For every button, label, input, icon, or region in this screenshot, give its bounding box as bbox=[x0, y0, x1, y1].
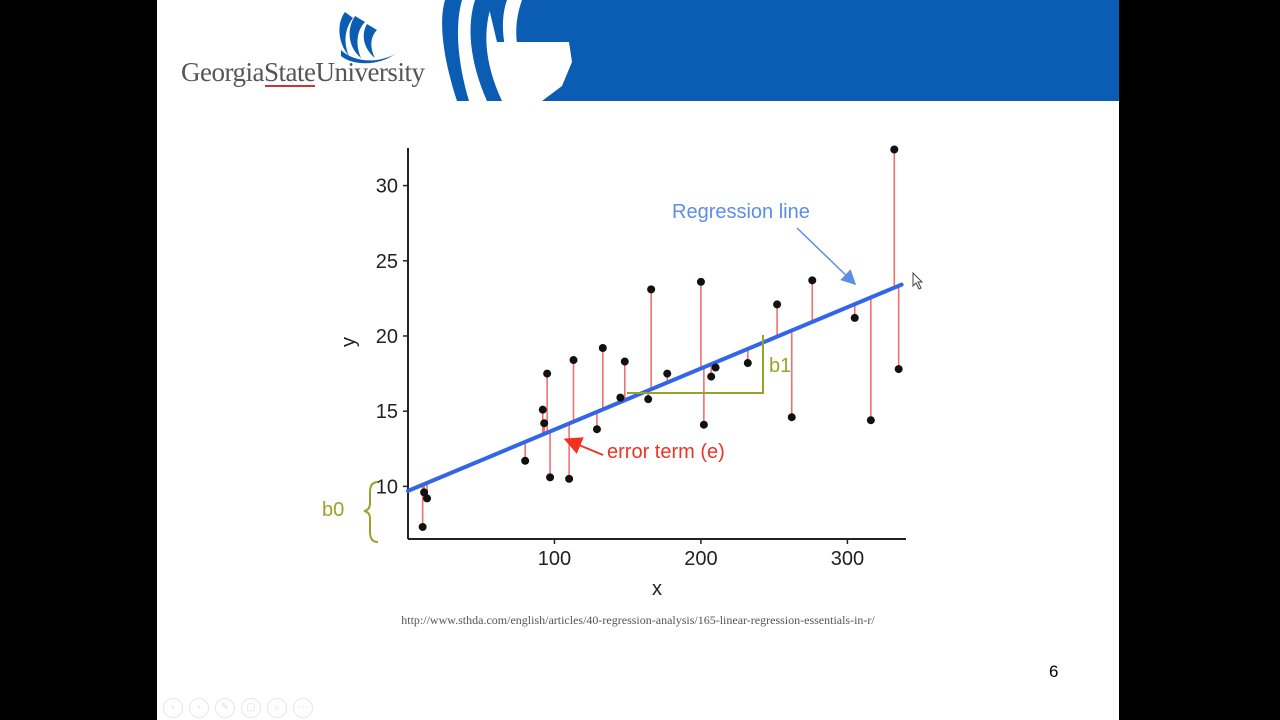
data-point bbox=[570, 356, 578, 364]
data-point bbox=[788, 413, 796, 421]
data-point bbox=[521, 457, 529, 465]
data-point bbox=[697, 278, 705, 286]
y-tick-label: 30 bbox=[376, 176, 398, 198]
slide-number: 6 bbox=[1049, 662, 1058, 682]
y-tick-label: 20 bbox=[376, 326, 398, 348]
more-options-icon[interactable]: ⋯ bbox=[293, 698, 313, 718]
data-point bbox=[808, 276, 816, 284]
data-point bbox=[700, 421, 708, 429]
data-point bbox=[593, 425, 601, 433]
slideshow-toolbar: ‹ › ✎ ▢ ⌕ ⋯ bbox=[163, 698, 313, 718]
data-point bbox=[599, 344, 607, 352]
data-point bbox=[744, 359, 752, 367]
x-tick-label: 100 bbox=[538, 548, 571, 570]
y-tick-label: 25 bbox=[376, 251, 398, 273]
mouse-cursor-icon bbox=[912, 272, 924, 290]
data-point bbox=[565, 475, 573, 483]
x-axis-label: x bbox=[652, 578, 662, 600]
y-tick-label: 10 bbox=[376, 476, 398, 498]
data-point bbox=[543, 370, 551, 378]
regression-arrow bbox=[797, 228, 854, 283]
slide: GeorgiaStateUniversity 100 200 300 10 15 20 25… bbox=[157, 0, 1119, 720]
data-point bbox=[890, 146, 898, 154]
error-arrow bbox=[567, 440, 603, 455]
pen-icon[interactable]: ✎ bbox=[215, 698, 235, 718]
data-point bbox=[712, 364, 720, 372]
regression-line-annotation: Regression line bbox=[672, 201, 810, 223]
x-tick-label: 200 bbox=[684, 548, 717, 570]
data-point bbox=[644, 395, 652, 403]
axes bbox=[408, 148, 906, 539]
data-point bbox=[546, 473, 554, 481]
slope-annotation: b1 bbox=[769, 355, 791, 377]
data-point bbox=[621, 358, 629, 366]
data-point bbox=[539, 406, 547, 414]
data-point bbox=[867, 416, 875, 424]
y-axis-label: y bbox=[338, 337, 360, 347]
error-term-annotation: error term (e) bbox=[607, 441, 725, 463]
data-point bbox=[663, 370, 671, 378]
previous-slide-icon[interactable]: ‹ bbox=[163, 698, 183, 718]
data-point bbox=[423, 494, 431, 502]
source-url[interactable]: http://www.sthda.com/english/articles/40… bbox=[157, 613, 1119, 628]
data-point bbox=[647, 285, 655, 293]
data-point bbox=[773, 300, 781, 308]
data-point bbox=[851, 314, 859, 322]
data-point bbox=[540, 419, 548, 427]
data-point bbox=[616, 394, 624, 402]
data-point bbox=[707, 373, 715, 381]
slides-overview-icon[interactable]: ▢ bbox=[241, 698, 261, 718]
zoom-icon[interactable]: ⌕ bbox=[267, 698, 287, 718]
data-point bbox=[419, 523, 427, 531]
intercept-annotation: b0 bbox=[322, 499, 344, 521]
slope-bracket bbox=[627, 335, 763, 393]
regression-chart: 100 200 300 10 15 20 25 30 Regression line erro… bbox=[157, 0, 1119, 600]
next-slide-icon[interactable]: › bbox=[189, 698, 209, 718]
x-tick-label: 300 bbox=[831, 548, 864, 570]
data-point bbox=[895, 365, 903, 373]
y-tick-label: 15 bbox=[376, 401, 398, 423]
